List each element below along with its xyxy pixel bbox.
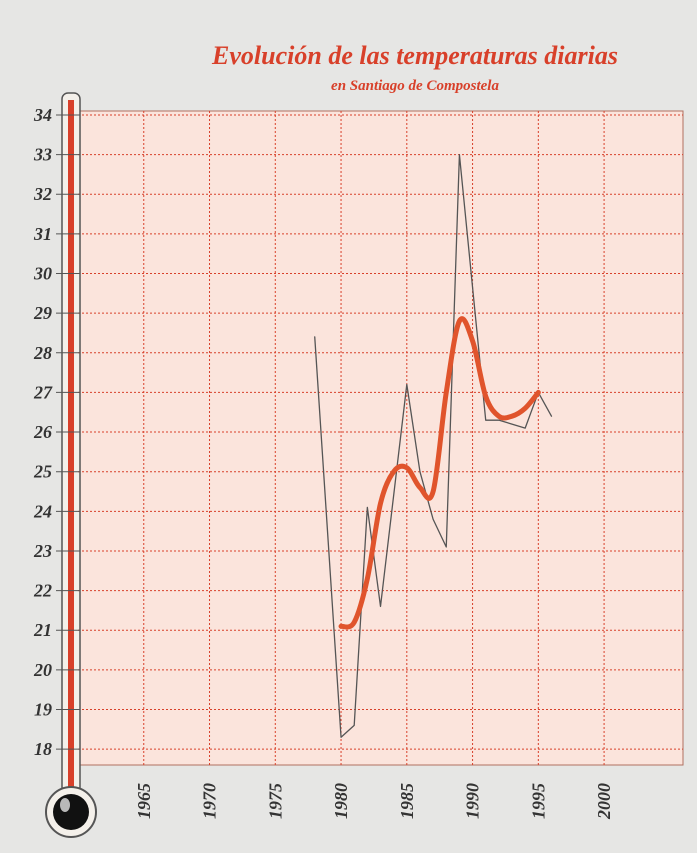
y-tick-label: 20 — [33, 660, 52, 680]
y-tick-label: 18 — [34, 739, 52, 759]
y-tick-label: 19 — [34, 700, 52, 720]
x-tick-label: 1980 — [331, 783, 351, 819]
chart: Evolución de las temperaturas diarias en… — [0, 0, 697, 853]
y-tick-label: 24 — [33, 501, 52, 521]
y-tick-label: 28 — [33, 343, 52, 363]
y-tick-label: 31 — [33, 224, 52, 244]
y-tick-label: 34 — [33, 105, 52, 125]
y-tick-label: 23 — [33, 541, 52, 561]
x-tick-label: 1975 — [265, 783, 285, 819]
chart-subtitle: en Santiago de Compostela — [331, 78, 499, 94]
y-tick-label: 21 — [33, 620, 52, 640]
x-tick-label: 1970 — [200, 783, 220, 819]
x-tick-label: 1985 — [397, 783, 417, 819]
bulb-highlight — [60, 798, 70, 812]
y-tick-label: 30 — [33, 264, 52, 284]
thermometer-mercury — [68, 100, 74, 800]
y-tick-label: 26 — [33, 422, 52, 442]
y-tick-label: 27 — [33, 382, 53, 402]
thermometer-bulb-core — [53, 794, 89, 830]
chart-title: Evolución de las temperaturas diarias — [211, 41, 618, 70]
plot-area — [78, 111, 683, 765]
y-tick-label: 29 — [33, 303, 52, 323]
x-tick-label: 2000 — [594, 783, 614, 820]
y-tick-label: 22 — [33, 581, 52, 601]
y-tick-label: 25 — [33, 462, 52, 482]
x-tick-label: 1995 — [528, 783, 548, 819]
page: {"chart_data": {"type": "line", "title":… — [0, 0, 697, 853]
x-tick-label: 1965 — [134, 783, 154, 819]
y-tick-label: 32 — [33, 184, 52, 204]
y-tick-label: 33 — [33, 145, 52, 165]
x-tick-label: 1990 — [463, 783, 483, 819]
